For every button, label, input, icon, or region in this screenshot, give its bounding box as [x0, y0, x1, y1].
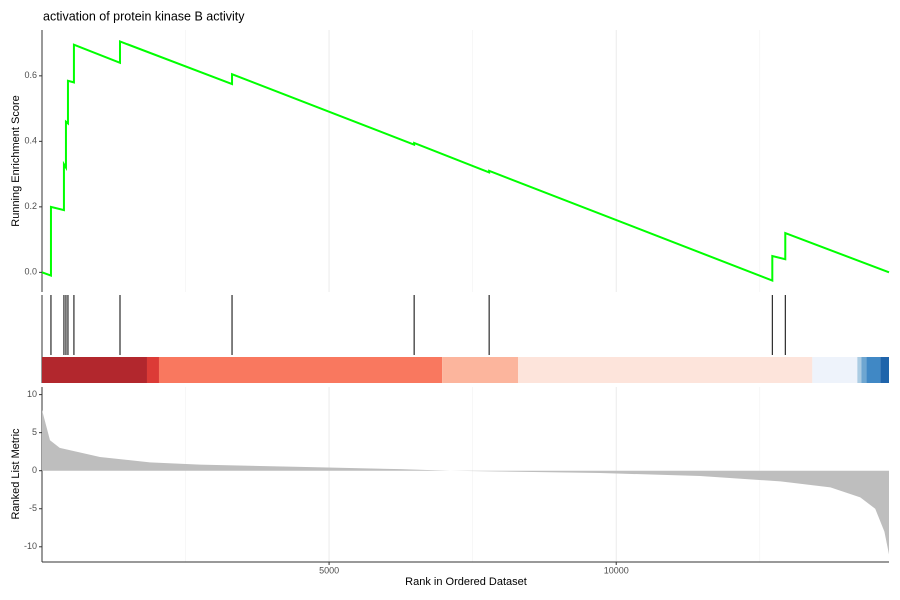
metric-area — [42, 409, 889, 555]
rank-band — [518, 357, 813, 383]
rank-band — [861, 357, 867, 383]
y-tick-label: 0.6 — [24, 70, 37, 80]
rank-band — [812, 357, 858, 383]
enrichment-line — [41, 40, 890, 282]
rank-band — [442, 357, 519, 383]
chart-title: activation of protein kinase B activity — [43, 9, 245, 23]
y-tick-label: 0 — [32, 465, 37, 475]
rank-band — [880, 357, 889, 383]
rank-band — [42, 357, 147, 383]
y-tick-label: -10 — [24, 541, 37, 551]
y-tick-label: 10 — [27, 389, 37, 399]
y-tick-label: 5 — [32, 427, 37, 437]
x-tick-label: 5000 — [319, 565, 339, 575]
y-tick-label: 0.0 — [24, 267, 37, 277]
y-axis-label: Running Enrichment Score — [10, 95, 22, 226]
rank-band — [158, 357, 443, 383]
x-tick-label: 10000 — [604, 565, 629, 575]
rank-band — [866, 357, 881, 383]
rank-band — [857, 357, 862, 383]
y-axis-label: Ranked List Metric — [10, 428, 22, 520]
rank-band — [146, 357, 159, 383]
y-tick-label: -5 — [29, 503, 37, 513]
x-axis-label: Rank in Ordered Dataset — [405, 576, 527, 588]
y-tick-label: 0.2 — [24, 201, 37, 211]
y-tick-label: 0.4 — [24, 136, 37, 146]
